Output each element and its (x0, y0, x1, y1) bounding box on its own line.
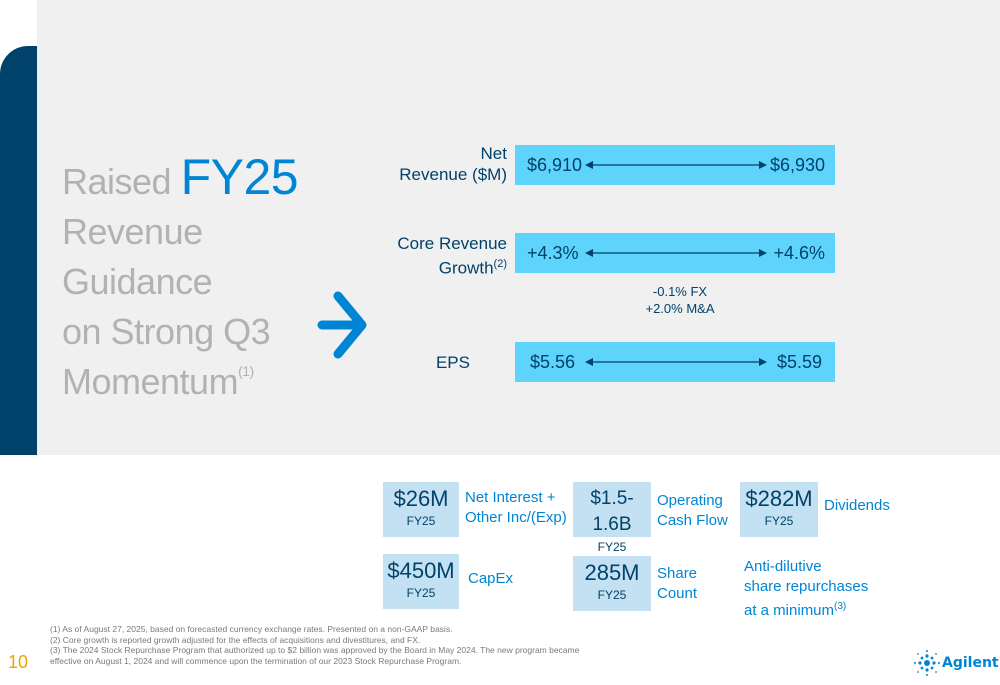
kpi-desc-line3: at a minimum (744, 602, 835, 619)
footnote-2: (2) Core growth is reported growth adjus… (50, 634, 421, 645)
fx-ma-note: -0.1% FX +2.0% M&A (580, 283, 780, 317)
net-revenue-label: Net Revenue ($M) (367, 143, 507, 185)
kpi-desc-line1: Net Interest + (465, 489, 556, 506)
footnotes: (1) As of August 27, 2025, based on fore… (50, 624, 610, 666)
kpi-desc-line1: Anti-dilutive (744, 558, 822, 575)
eps-label: EPS (435, 353, 470, 372)
capex-kpi: $450M FY25 (383, 554, 459, 609)
fx-note-line1: -0.1% FX (652, 284, 708, 299)
core-growth-high: +4.6% (773, 243, 825, 263)
kpi-desc-line1: Share (657, 565, 698, 582)
operating-cash-flow-desc: Operating Cash Flow (657, 491, 728, 531)
kpi-desc-line2: Cash Flow (657, 512, 728, 529)
kpi-value: $450M (387, 558, 455, 583)
page-number: 10 (8, 652, 29, 672)
operating-cash-flow-kpi: $1.5-1.6B FY25 (573, 482, 651, 554)
eps-range-bar: $5.56 $5.59 (515, 342, 835, 382)
agilent-logo: Agilent (912, 646, 999, 682)
kpi-period: FY25 (597, 540, 627, 554)
headline-footnote-ref: (1) (238, 363, 254, 379)
net-revenue-label-line1: Net (480, 144, 507, 163)
kpi-value: $1.5-1.6B (590, 488, 634, 535)
headline-prefix: Raised (62, 161, 181, 202)
net-interest-kpi: $26M FY25 (383, 482, 459, 537)
repurchases-footnote-ref: (3) (834, 601, 847, 612)
kpi-value: 285M (584, 560, 640, 585)
core-growth-range-bar: +4.3% +4.6% (515, 233, 835, 273)
footnote-3: (3) The 2024 Stock Repurchase Program th… (50, 645, 580, 656)
net-interest-desc: Net Interest + Other Inc/(Exp) (465, 488, 567, 528)
repurchases-desc: Anti-dilutive share repurchases at a min… (744, 557, 868, 621)
share-count-kpi: 285M FY25 (573, 556, 651, 611)
core-growth-label-line2: Growth (438, 258, 494, 278)
net-revenue-label-line2: Revenue ($M) (399, 165, 507, 184)
kpi-period: FY25 (406, 586, 436, 600)
core-growth-low: +4.3% (527, 243, 579, 263)
headline-line2: Revenue Guidance (62, 211, 213, 302)
double-arrow-icon (585, 358, 767, 366)
right-arrow-icon (317, 291, 367, 359)
net-revenue-range-bar: $6,910 $6,930 (515, 145, 835, 185)
headline: Raised FY25 Revenue Guidance on Strong Q… (62, 152, 362, 414)
kpi-desc-line2: Count (657, 585, 698, 602)
side-accent-bar (0, 46, 37, 455)
kpi-period: FY25 (764, 514, 794, 528)
headline-line3: on Strong Q3 (62, 311, 271, 352)
core-growth-label-line1: Core Revenue (397, 234, 507, 253)
kpi-desc-line2: Other Inc/(Exp) (465, 509, 567, 526)
dividends-kpi: $282M FY25 (740, 482, 818, 537)
capex-desc: CapEx (468, 570, 514, 587)
kpi-value: $26M (393, 486, 449, 511)
kpi-value: $282M (745, 486, 813, 511)
net-revenue-low: $6,910 (527, 155, 583, 175)
kpi-period: FY25 (406, 514, 436, 528)
double-arrow-icon (585, 161, 767, 169)
share-count-desc: Share Count (657, 564, 697, 604)
eps-high: $5.59 (776, 352, 822, 372)
kpi-period: FY25 (597, 588, 627, 602)
double-arrow-icon (585, 249, 767, 257)
kpi-desc-line2: share repurchases (744, 578, 869, 595)
fx-note-line2: +2.0% M&A (645, 301, 715, 316)
footnote-1: (1) As of August 27, 2025, based on fore… (50, 624, 453, 634)
kpi-desc-line1: Operating (657, 492, 723, 509)
headline-line4: Momentum (62, 361, 239, 402)
brand-name: Agilent (942, 655, 999, 671)
eps-low: $5.56 (530, 352, 576, 372)
headline-fy25: FY25 (180, 149, 299, 205)
core-growth-footnote-ref: (2) (493, 258, 507, 270)
net-revenue-high: $6,930 (769, 155, 825, 175)
core-growth-label: Core Revenue Growth(2) (367, 233, 507, 279)
agilent-spark-icon (914, 650, 940, 676)
dividends-desc: Dividends (824, 497, 890, 514)
footnote-3-continued: effective on August 1, 2024 and will com… (50, 655, 462, 666)
